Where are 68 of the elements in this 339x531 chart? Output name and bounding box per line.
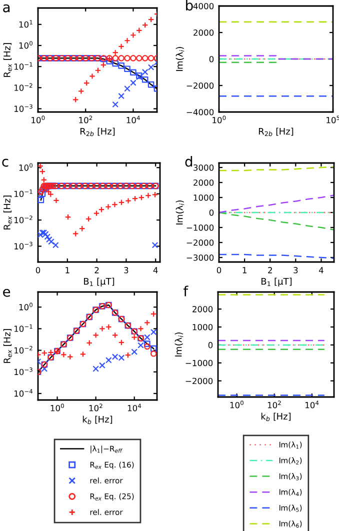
y-axis-title: Im(λ$_{i}$) bbox=[176, 200, 184, 224]
y-tick-label: 10$^{−2}$ bbox=[14, 346, 32, 354]
y-tick-label: 0 bbox=[209, 209, 214, 216]
y-tick-label: 10$^{−3}$ bbox=[14, 367, 32, 376]
y-tick-label: −3000 bbox=[186, 254, 214, 261]
y-tick-label: −4000 bbox=[186, 108, 214, 116]
y-tick-label: 0 bbox=[208, 342, 213, 348]
y-axis-title: R$_{ex}$ [Hz] bbox=[3, 196, 12, 230]
x-tick-label: 10$^{0}$ bbox=[230, 400, 244, 408]
x-tick-label: 10$^{2}$ bbox=[79, 116, 92, 124]
x-axis-title: k$_{b}$ [Hz] bbox=[82, 416, 112, 424]
x-axis-title: k$_{b}$ [Hz] bbox=[261, 412, 291, 422]
y-tick-label: −1000 bbox=[186, 360, 213, 366]
x-tick-label: 10$^{2}$ bbox=[268, 400, 281, 408]
x-tick-label: 10$^{2}$ bbox=[89, 404, 102, 412]
y-tick-label: 10$^{1}$ bbox=[19, 20, 32, 28]
y-axis-title: R$_{ex}$ [Hz] bbox=[3, 329, 12, 363]
y-tick-label: 10$^{−2}$ bbox=[14, 216, 32, 224]
x-tick-label: 2 bbox=[268, 267, 272, 274]
y-tick-label: −2000 bbox=[186, 82, 214, 89]
x-axis-title: B$_{1}$ [μT] bbox=[261, 278, 292, 286]
y-tick-label: 10$^{−1}$ bbox=[14, 62, 32, 70]
x-tick-label: 1 bbox=[66, 267, 70, 274]
y-tick-label: 10$^{−3}$ bbox=[14, 242, 32, 250]
chart-title: d bbox=[185, 156, 192, 167]
y-tick-label: 10$^{−1}$ bbox=[14, 189, 32, 198]
chart-title: f bbox=[184, 286, 188, 296]
y-tick-label: 3000 bbox=[194, 164, 214, 171]
x-tick-label: 2 bbox=[94, 267, 99, 274]
y-tick-label: 10$^{−3}$ bbox=[14, 104, 32, 112]
y-axis-title: Im(λ$_{i}$) bbox=[176, 46, 184, 71]
x-tick-label: 4 bbox=[153, 267, 158, 274]
y-tick-label: −1000 bbox=[186, 224, 214, 231]
x-tick-label: 1 bbox=[242, 267, 246, 274]
x-tick-label: 3 bbox=[294, 267, 298, 274]
x-tick-label: 10$^{4}$ bbox=[126, 116, 140, 124]
y-axis-title: Im(λ$_{i}$) bbox=[174, 332, 184, 356]
chart-title: e bbox=[3, 288, 10, 297]
x-axis-title: R$_{2b}$ [Hz] bbox=[258, 128, 294, 136]
x-tick-label: 0 bbox=[216, 267, 222, 274]
x-tick-label: 10$^{0}$ bbox=[50, 404, 64, 412]
y-tick-label: 2000 bbox=[194, 179, 214, 186]
y-tick-label: 2000 bbox=[192, 306, 213, 312]
y-axis-title: R$_{ex}$ [Hz] bbox=[3, 43, 12, 77]
y-tick-label: −2000 bbox=[186, 378, 213, 384]
y-tick-label: 10$^{−4}$ bbox=[14, 389, 33, 397]
x-tick-label: 10$^{4}$ bbox=[305, 400, 319, 408]
y-tick-label: 10$^{0}$ bbox=[19, 302, 32, 310]
x-tick-label: 4 bbox=[318, 267, 324, 274]
x-tick-label: 0 bbox=[36, 267, 40, 274]
y-tick-label: 1000 bbox=[194, 194, 214, 201]
y-tick-label: 10$^{−1}$ bbox=[14, 324, 32, 332]
x-tick-label: 3 bbox=[124, 267, 128, 274]
y-tick-label: 10$^{−2}$ bbox=[14, 83, 32, 91]
y-tick-label: 4000 bbox=[193, 2, 214, 10]
x-tick-label: 10$^{4}$ bbox=[128, 404, 142, 412]
y-tick-label: 0 bbox=[209, 56, 214, 62]
y-tick-label: 10$^{0}$ bbox=[19, 41, 32, 49]
y-tick-label: −2000 bbox=[186, 239, 214, 246]
chart-title: b bbox=[186, 0, 193, 11]
chart-title: a bbox=[3, 4, 10, 12]
x-axis-title: B$_{1}$ [μT] bbox=[84, 278, 114, 286]
y-tick-label: 10$^{0}$ bbox=[19, 163, 32, 171]
x-axis-title: R$_{2b}$ [Hz] bbox=[80, 128, 115, 136]
y-tick-label: 1000 bbox=[192, 324, 213, 330]
y-tick-label: 2000 bbox=[194, 29, 214, 36]
chart-title: c bbox=[2, 158, 8, 167]
x-tick-label: 10$^{0}$ bbox=[32, 116, 45, 124]
